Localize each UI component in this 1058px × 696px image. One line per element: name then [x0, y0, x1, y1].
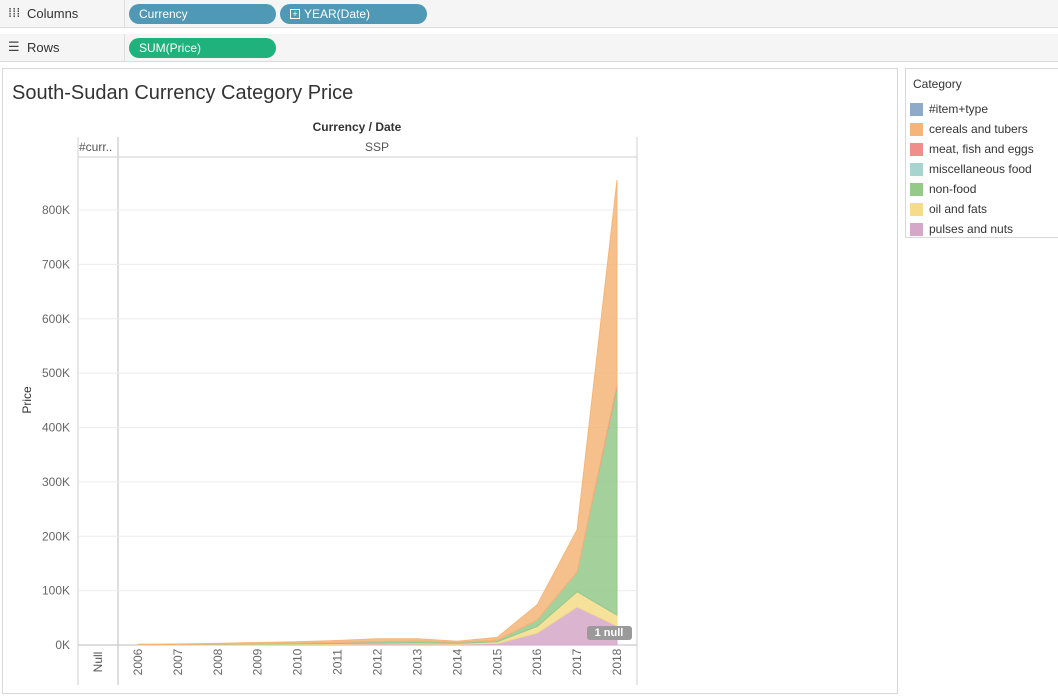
year-date-pill-label: YEAR(Date): [304, 7, 371, 21]
columns-shelf-label-box: ⁞⁞⁞ Columns: [0, 0, 125, 27]
year-date-pill[interactable]: + YEAR(Date): [280, 4, 427, 24]
legend-title: Category: [913, 77, 962, 91]
legend-swatch: [910, 203, 923, 216]
currency-pill[interactable]: Currency: [129, 4, 276, 24]
sum-price-pill-label: SUM(Price): [139, 41, 201, 55]
worksheet-view: [2, 68, 898, 694]
legend-swatch: [910, 163, 923, 176]
legend-swatch: [910, 143, 923, 156]
rows-shelf-label: Rows: [27, 40, 60, 55]
rows-shelf-label-box: ☰ Rows: [0, 34, 125, 61]
legend-item-label: miscellaneous food: [929, 162, 1032, 176]
columns-shelf: ⁞⁞⁞ Columns Currency + YEAR(Date): [0, 0, 1058, 28]
legend-swatch: [910, 103, 923, 116]
columns-icon: ⁞⁞⁞: [8, 6, 21, 21]
rows-shelf: ☰ Rows SUM(Price): [0, 34, 1058, 62]
legend-item-label: non-food: [929, 182, 977, 196]
legend-item-label: pulses and nuts: [929, 222, 1014, 236]
sum-price-pill[interactable]: SUM(Price): [129, 38, 276, 58]
expand-plus-icon[interactable]: +: [290, 9, 300, 19]
columns-shelf-label: Columns: [27, 6, 79, 21]
legend-item-label: oil and fats: [929, 202, 988, 216]
legend-swatch: [910, 123, 923, 136]
legend-swatch: [910, 223, 923, 236]
legend-item-label: #item+type: [929, 102, 989, 116]
rows-icon: ☰: [8, 40, 20, 55]
worksheet-title: South-Sudan Currency Category Price: [12, 82, 354, 104]
category-legend: Category #item+type cereals and tubers m…: [905, 68, 1058, 238]
legend-swatch: [910, 183, 923, 196]
legend-item-label: meat, fish and eggs: [929, 142, 1034, 156]
legend-item-label: cereals and tubers: [929, 122, 1028, 136]
currency-pill-label: Currency: [139, 7, 188, 21]
